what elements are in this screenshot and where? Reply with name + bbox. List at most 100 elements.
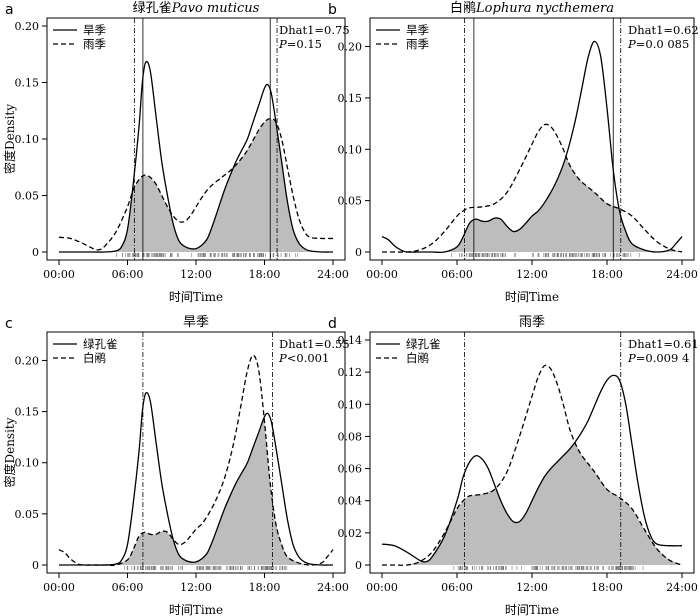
panel-letter: b xyxy=(328,2,337,18)
panel-title-prefix: 绿孔雀 xyxy=(133,1,172,16)
overlap-area xyxy=(382,442,682,565)
y-tick-label: 0.20 xyxy=(15,354,40,367)
y-tick-label: 0.12 xyxy=(338,366,363,379)
dhat-value: Dhat1=0.75 xyxy=(279,23,350,37)
rug-marks xyxy=(451,253,640,257)
density-line-series-2 xyxy=(382,123,683,253)
y-tick-label: 0 xyxy=(32,559,39,572)
dhat-value: Dhat1=0.61 xyxy=(628,337,699,351)
dhat-value: Dhat1=0.62 xyxy=(628,23,699,37)
p-number: =0.009 4 xyxy=(636,351,690,365)
panel-d: 0 0.02 0.04 0.06 0.08 0.10 0.12 0.14 00:00 06:00 1… xyxy=(328,315,699,616)
y-tick-label: 0.08 xyxy=(338,430,363,443)
x-tick-label: 00:00 xyxy=(366,581,398,594)
dhat-value: Dhat1=0.55 xyxy=(279,337,350,351)
density-line-series-1 xyxy=(58,391,334,566)
panel-title: 绿孔雀Pavo muticus xyxy=(133,1,260,16)
overlap-stats: Dhat1=0.75P=0.15 xyxy=(278,23,350,51)
legend-label: 旱季 xyxy=(406,23,429,37)
density-line-series-2 xyxy=(58,118,334,251)
x-tick-label: 12:00 xyxy=(516,268,548,281)
panel-title-prefix: 白鹇 xyxy=(450,0,476,16)
panel-letter: a xyxy=(5,2,14,18)
panel-title-species: Pavo muticus xyxy=(171,1,260,16)
y-axis-label: 密度Density xyxy=(2,417,17,487)
legend-label: 雨季 xyxy=(406,37,429,51)
panel-title-prefix: 旱季 xyxy=(183,315,209,330)
overlap-area xyxy=(59,419,333,565)
p-label: P xyxy=(627,37,636,51)
legend-label: 白鹇 xyxy=(83,351,106,365)
x-axis-label: 时间Time xyxy=(505,290,559,304)
density-line-series-1 xyxy=(381,40,683,254)
y-tick-label: 0 xyxy=(32,246,39,259)
p-value: P<0.001 xyxy=(278,351,329,365)
x-tick-label: 00:00 xyxy=(366,268,398,281)
rug-marks xyxy=(116,253,298,257)
panel-letter: c xyxy=(5,316,13,332)
y-tick-label: 0.06 xyxy=(338,463,363,476)
x-tick-label: 24:00 xyxy=(666,581,698,594)
p-label: P xyxy=(627,351,636,365)
density-line-series-2 xyxy=(58,354,334,567)
x-tick-label: 06:00 xyxy=(441,581,473,594)
p-value: P=0.15 xyxy=(278,37,322,51)
density-line-series-2 xyxy=(381,364,683,566)
panel-title: 白鹇Lophura nycthemera xyxy=(450,0,614,16)
rug-marks xyxy=(124,566,288,570)
panel-title-species: Lophura nycthemera xyxy=(475,1,614,16)
panel-letter: d xyxy=(328,316,337,332)
panel-b: 0 0.05 0.10 0.15 0.20 00:00 06:00 12:00 18:00 24:… xyxy=(328,0,699,304)
legend-label: 白鹇 xyxy=(406,351,429,365)
x-axis-label: 时间Time xyxy=(169,603,223,616)
overlap-area xyxy=(59,118,333,252)
rug-marks xyxy=(453,566,644,570)
p-number: =0.0 085 xyxy=(636,37,690,51)
x-tick-label: 18:00 xyxy=(591,581,623,594)
panel-title-prefix: 雨季 xyxy=(519,315,545,330)
y-tick-label: 0.10 xyxy=(338,143,363,156)
y-tick-label: 0.10 xyxy=(338,398,363,411)
y-tick-label: 0.02 xyxy=(338,527,363,540)
x-tick-label: 00:00 xyxy=(43,268,75,281)
x-tick-label: 06:00 xyxy=(112,268,144,281)
y-tick-label: 0.05 xyxy=(15,190,40,203)
y-tick-label: 0.10 xyxy=(15,133,40,146)
y-tick-label: 0.10 xyxy=(15,457,40,470)
p-number: <0.001 xyxy=(287,351,330,365)
y-tick-label: 0.14 xyxy=(338,334,363,347)
panel-c: 0 0.05 0.10 0.15 0.20 00:00 06:00 12:00 18:00 24:… xyxy=(2,315,350,616)
x-tick-label: 18:00 xyxy=(249,268,281,281)
y-tick-label: 0 xyxy=(355,246,362,259)
x-tick-label: 24:00 xyxy=(317,581,349,594)
panel-a: 0 0.05 0.10 0.15 0.20 00:00 06:00 12:00 18:00 24:… xyxy=(2,1,350,304)
x-tick-label: 24:00 xyxy=(666,268,698,281)
panel-title: 雨季 xyxy=(519,315,545,330)
p-label: P xyxy=(278,351,287,365)
overlap-stats: Dhat1=0.61P=0.009 4 xyxy=(627,337,699,365)
y-axis-label: 密度Density xyxy=(2,104,17,174)
x-axis-label: 时间Time xyxy=(169,290,223,304)
overlap-stats: Dhat1=0.55P<0.001 xyxy=(278,337,350,365)
x-tick-label: 24:00 xyxy=(317,268,349,281)
x-tick-label: 12:00 xyxy=(516,581,548,594)
y-tick-label: 0.15 xyxy=(338,92,363,105)
p-number: =0.15 xyxy=(287,37,322,51)
density-line-series-1 xyxy=(59,60,334,253)
overlap-stats: Dhat1=0.62P=0.0 085 xyxy=(627,23,699,51)
overlap-area xyxy=(382,156,682,252)
y-tick-label: 0 xyxy=(355,559,362,572)
y-tick-label: 0.05 xyxy=(15,508,40,521)
legend-label: 绿孔雀 xyxy=(406,337,441,351)
p-label: P xyxy=(278,37,287,51)
panel-title: 旱季 xyxy=(183,315,209,330)
y-tick-label: 0.20 xyxy=(15,20,40,33)
y-tick-label: 0.20 xyxy=(338,41,363,54)
y-tick-label: 0.04 xyxy=(338,495,363,508)
x-tick-label: 06:00 xyxy=(112,581,144,594)
